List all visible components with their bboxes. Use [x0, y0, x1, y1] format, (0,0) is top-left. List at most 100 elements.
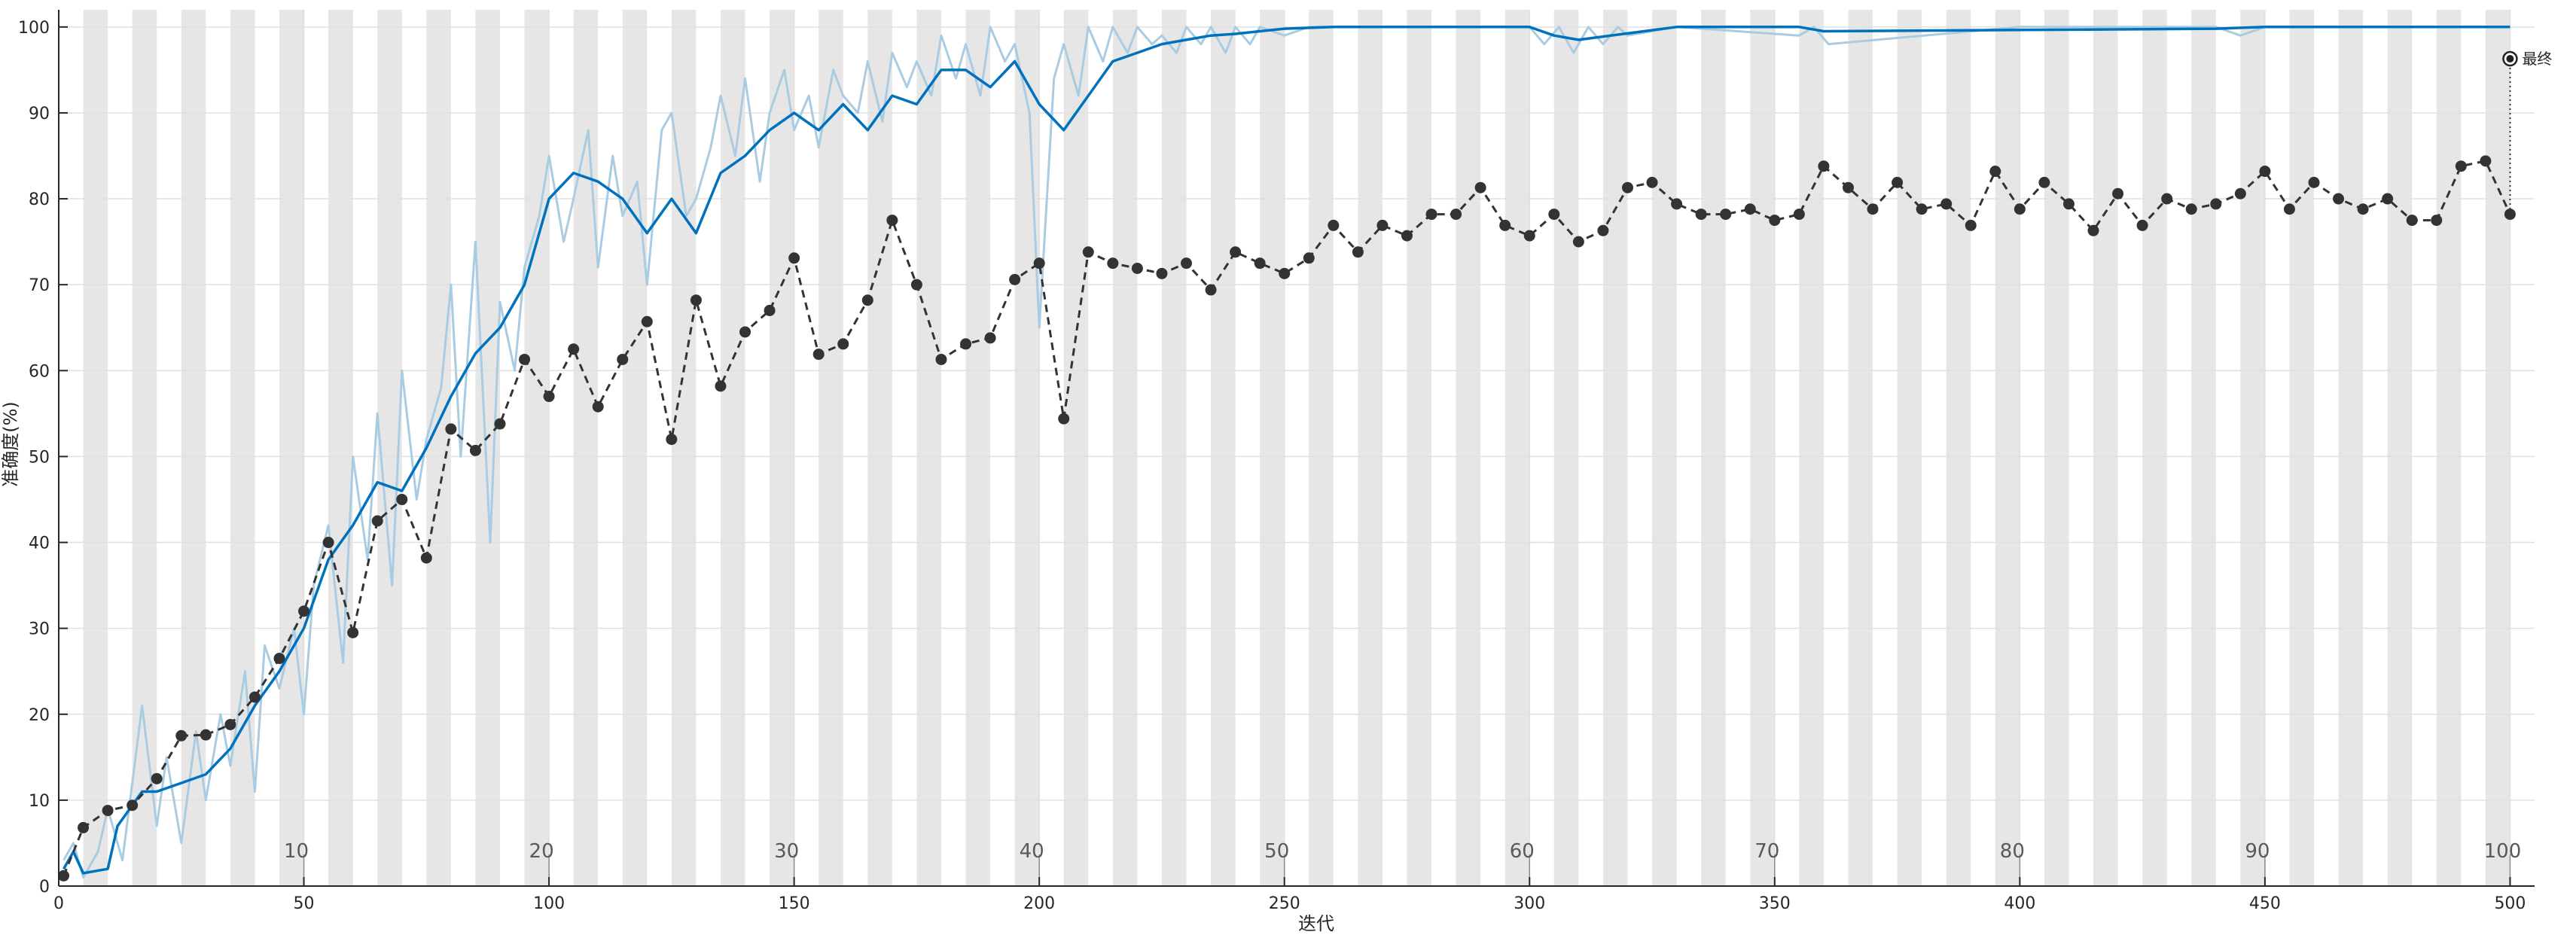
final-marker: 最终: [2502, 50, 2552, 215]
validation-point: [2455, 160, 2467, 172]
final-marker-label: 最终: [2522, 50, 2552, 68]
validation-point: [1499, 219, 1511, 231]
epoch-band: [1701, 10, 1726, 886]
epoch-band: [1211, 10, 1236, 886]
epoch-band: [2289, 10, 2315, 886]
epoch-label: 100: [2484, 840, 2522, 863]
epoch-band: [1799, 10, 1824, 886]
validation-point: [2308, 176, 2320, 188]
validation-point: [469, 444, 481, 456]
validation-point: [666, 434, 678, 446]
validation-point: [812, 349, 825, 361]
x-tick-label: 350: [1759, 894, 1791, 913]
y-tick-label: 0: [39, 878, 50, 897]
epoch-band: [2240, 10, 2265, 886]
validation-point: [273, 653, 285, 665]
epoch-band: [965, 10, 991, 886]
validation-point: [1621, 181, 1633, 193]
epoch-band: [328, 10, 353, 886]
epoch-band: [770, 10, 794, 886]
validation-point: [1254, 257, 1266, 270]
epoch-band: [2142, 10, 2167, 886]
y-tick-label: 40: [29, 535, 50, 553]
validation-series: [58, 155, 2516, 882]
epoch-band: [83, 10, 108, 886]
validation-point: [175, 729, 187, 742]
validation-point: [1425, 209, 1437, 221]
validation-point: [396, 493, 408, 505]
validation-point: [347, 626, 359, 638]
validation-point: [1303, 252, 1315, 264]
validation-point: [1474, 181, 1486, 193]
epoch-label: 50: [1264, 840, 1289, 863]
validation-point: [371, 515, 383, 527]
validation-point: [2504, 209, 2516, 221]
validation-point: [1916, 203, 1928, 215]
epoch-band: [1750, 10, 1775, 886]
x-tick-label: 250: [1269, 894, 1300, 913]
validation-point: [739, 326, 751, 338]
validation-point: [935, 353, 947, 365]
y-tick-label: 100: [18, 19, 50, 38]
validation-point: [1523, 230, 1535, 242]
validation-point: [519, 353, 531, 365]
validation-point: [2382, 193, 2394, 205]
validation-point: [2357, 203, 2369, 215]
validation-point: [1989, 166, 2001, 178]
validation-point: [2062, 198, 2075, 210]
epoch-band: [2485, 10, 2510, 886]
epoch-bands: [83, 10, 2510, 886]
validation-point: [494, 418, 506, 430]
validation-point: [2333, 193, 2345, 205]
epoch-band: [1112, 10, 1138, 886]
validation-point: [1548, 209, 1560, 221]
y-tick-label: 50: [29, 448, 50, 467]
validation-point: [1401, 230, 1413, 242]
validation-point: [102, 805, 114, 817]
validation-point: [2210, 198, 2222, 210]
epoch-band: [1358, 10, 1383, 886]
validation-point: [861, 294, 873, 306]
validation-point: [1965, 219, 1977, 231]
validation-point: [78, 821, 90, 833]
x-tick-label: 500: [2494, 894, 2526, 913]
validation-point: [1328, 219, 1340, 231]
validation-point: [2406, 215, 2418, 227]
tick-labels: 0 50 100 150 200 250 300 350 400 450 500 0 10 20 30 40 5…: [18, 19, 2526, 913]
epoch-label: 80: [2000, 840, 2025, 863]
validation-point: [2259, 166, 2271, 178]
epoch-label: 60: [1510, 840, 1535, 863]
validation-point: [200, 729, 212, 741]
validation-point: [592, 400, 604, 413]
y-tick-label: 90: [29, 105, 50, 123]
x-tick-label: 100: [533, 894, 565, 913]
validation-point: [690, 294, 702, 306]
validation-point: [1082, 246, 1094, 258]
validation-point: [1818, 160, 1830, 172]
validation-point: [1793, 209, 1805, 221]
epoch-band: [426, 10, 451, 886]
epoch-label: 40: [1020, 840, 1044, 863]
x-tick-label: 150: [779, 894, 810, 913]
validation-point: [617, 353, 629, 365]
epoch-band: [524, 10, 550, 886]
epoch-band: [132, 10, 157, 886]
epoch-band: [720, 10, 745, 886]
final-marker-dot: [2506, 55, 2514, 63]
epoch-band: [1407, 10, 1432, 886]
epoch-label: 90: [2245, 840, 2270, 863]
validation-point: [1450, 209, 1462, 221]
validation-point: [2283, 203, 2295, 215]
validation-point: [248, 691, 261, 703]
validation-point: [1671, 198, 1683, 210]
epoch-label: 10: [284, 840, 309, 863]
epoch-band: [2387, 10, 2413, 886]
validation-point: [715, 380, 727, 392]
epoch-band: [1553, 10, 1579, 886]
validation-point: [298, 605, 310, 617]
validation-point: [1646, 176, 1658, 188]
validation-point: [224, 718, 236, 730]
validation-point: [764, 304, 776, 316]
epoch-band: [1161, 10, 1187, 886]
